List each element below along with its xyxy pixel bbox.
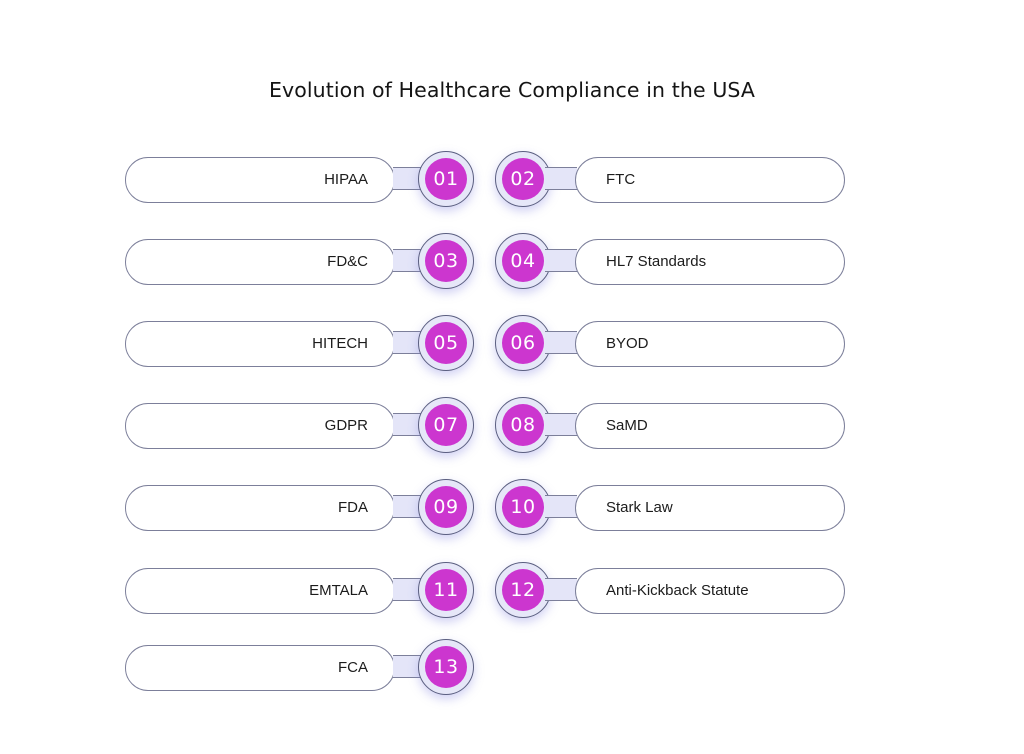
- item-02: 02 FTC: [495, 151, 845, 208]
- number-badge: 07: [418, 397, 474, 453]
- item-07: GDPR 07: [125, 397, 475, 454]
- item-label: FDA: [338, 499, 368, 516]
- label-pill: FD&C: [125, 239, 395, 285]
- label-pill: Stark Law: [575, 485, 845, 531]
- number-badge: 02: [495, 151, 551, 207]
- number-badge: 12: [495, 562, 551, 618]
- item-label: BYOD: [606, 335, 649, 352]
- connector: [393, 413, 423, 436]
- item-12: 12 Anti-Kickback Statute: [495, 562, 845, 619]
- item-label: GDPR: [324, 417, 368, 434]
- page-title: Evolution of Healthcare Compliance in th…: [268, 78, 756, 102]
- item-label: HITECH: [312, 335, 368, 352]
- item-03: FD&C 03: [125, 233, 475, 290]
- connector: [393, 167, 423, 190]
- item-08: 08 SaMD: [495, 397, 845, 454]
- item-number: 03: [425, 240, 467, 282]
- label-pill: SaMD: [575, 403, 845, 449]
- item-label: EMTALA: [309, 582, 368, 599]
- item-number: 13: [425, 646, 467, 688]
- item-label: SaMD: [606, 417, 648, 434]
- number-badge: 01: [418, 151, 474, 207]
- label-pill: FTC: [575, 157, 845, 203]
- item-label: Stark Law: [606, 499, 673, 516]
- number-badge: 06: [495, 315, 551, 371]
- connector: [393, 578, 423, 601]
- connector: [545, 495, 577, 518]
- item-number: 02: [502, 158, 544, 200]
- connector: [545, 249, 577, 272]
- item-number: 12: [502, 569, 544, 611]
- label-pill: FCA: [125, 645, 395, 691]
- connector: [393, 495, 423, 518]
- label-pill: HL7 Standards: [575, 239, 845, 285]
- item-number: 08: [502, 404, 544, 446]
- item-01: HIPAA 01: [125, 151, 475, 208]
- number-badge: 10: [495, 479, 551, 535]
- item-number: 01: [425, 158, 467, 200]
- item-04: 04 HL7 Standards: [495, 233, 845, 290]
- item-11: EMTALA 11: [125, 562, 475, 619]
- connector: [545, 578, 577, 601]
- number-badge: 03: [418, 233, 474, 289]
- item-number: 05: [425, 322, 467, 364]
- item-number: 07: [425, 404, 467, 446]
- item-label: FCA: [338, 659, 368, 676]
- connector: [393, 331, 423, 354]
- label-pill: EMTALA: [125, 568, 395, 614]
- number-badge: 13: [418, 639, 474, 695]
- item-label: FD&C: [327, 253, 368, 270]
- connector: [393, 655, 423, 678]
- connector: [545, 331, 577, 354]
- item-09: FDA 09: [125, 479, 475, 536]
- connector: [545, 167, 577, 190]
- connector: [545, 413, 577, 436]
- connector: [393, 249, 423, 272]
- label-pill: GDPR: [125, 403, 395, 449]
- label-pill: FDA: [125, 485, 395, 531]
- label-pill: HIPAA: [125, 157, 395, 203]
- number-badge: 05: [418, 315, 474, 371]
- item-label: Anti-Kickback Statute: [606, 582, 749, 599]
- item-label: HIPAA: [324, 171, 368, 188]
- number-badge: 11: [418, 562, 474, 618]
- item-05: HITECH 05: [125, 315, 475, 372]
- label-pill: HITECH: [125, 321, 395, 367]
- label-pill: Anti-Kickback Statute: [575, 568, 845, 614]
- number-badge: 09: [418, 479, 474, 535]
- item-number: 10: [502, 486, 544, 528]
- item-number: 04: [502, 240, 544, 282]
- item-number: 06: [502, 322, 544, 364]
- item-number: 11: [425, 569, 467, 611]
- item-10: 10 Stark Law: [495, 479, 845, 536]
- number-badge: 08: [495, 397, 551, 453]
- item-13: FCA 13: [125, 639, 475, 696]
- item-label: HL7 Standards: [606, 253, 707, 270]
- label-pill: BYOD: [575, 321, 845, 367]
- item-number: 09: [425, 486, 467, 528]
- item-06: 06 BYOD: [495, 315, 845, 372]
- item-label: FTC: [606, 171, 636, 188]
- number-badge: 04: [495, 233, 551, 289]
